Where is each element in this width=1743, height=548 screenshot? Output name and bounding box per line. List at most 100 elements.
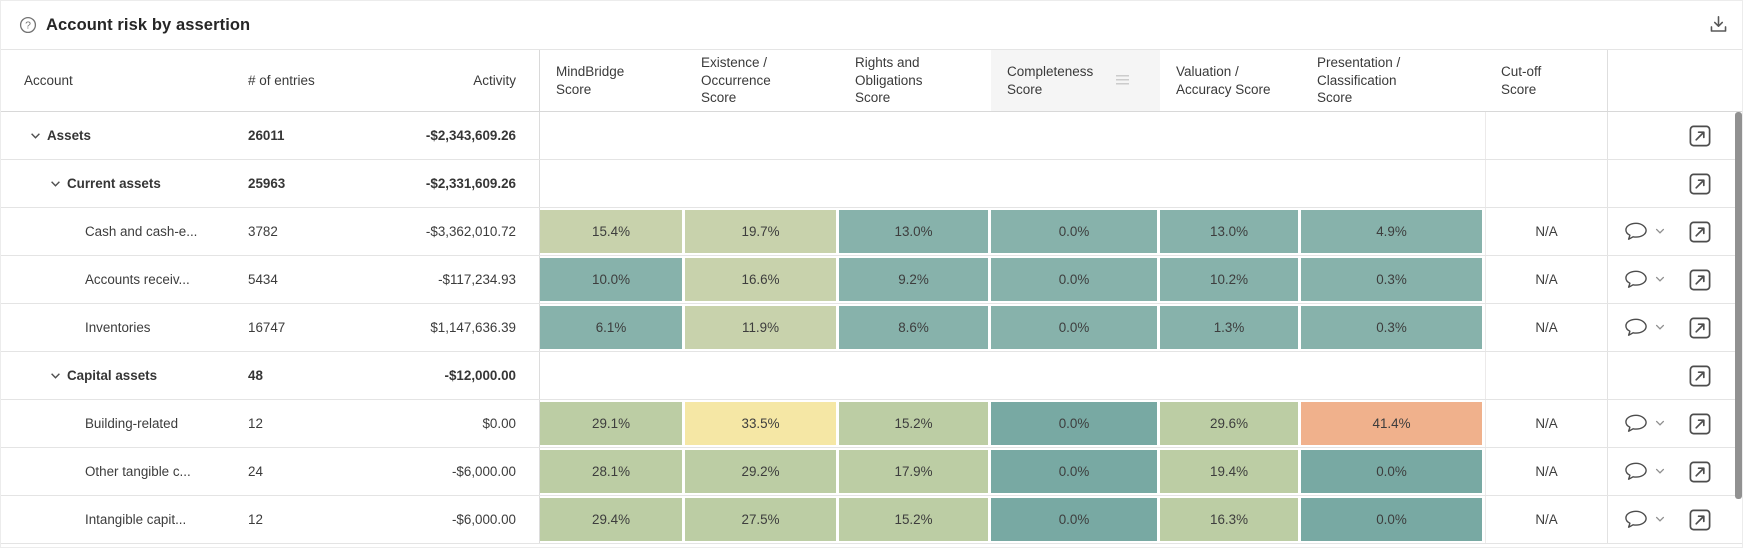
score-cell[interactable]: 15.2% (839, 498, 988, 541)
score-cell[interactable]: 28.1% (540, 450, 682, 493)
score-column-cell (1160, 352, 1301, 399)
chevron-down-icon[interactable] (50, 180, 61, 188)
open-details-button[interactable] (1689, 221, 1711, 243)
score-cell[interactable]: 29.2% (685, 450, 836, 493)
score-cell[interactable]: 15.2% (839, 402, 988, 445)
table-row: Accounts receiv... 5434 -$117,234.93 10.0% 1… (1, 256, 1742, 304)
score-column-cell (991, 352, 1160, 399)
score-cell[interactable]: 17.9% (839, 450, 988, 493)
table-row: Intangible capit... 12 -$6,000.00 29.4% 27.5… (1, 496, 1742, 544)
score-cell[interactable]: 8.6% (839, 306, 988, 349)
score-cell[interactable]: 41.4% (1301, 402, 1482, 445)
entries-value: 5434 (248, 272, 278, 287)
comment-button[interactable] (1624, 318, 1665, 337)
open-details-button[interactable] (1689, 317, 1711, 339)
score-cell[interactable]: 0.3% (1301, 306, 1482, 349)
chevron-down-icon[interactable] (30, 132, 41, 140)
score-cell[interactable]: 13.0% (1160, 210, 1298, 253)
cutoff-value: N/A (1485, 208, 1607, 255)
account-name: Assets (47, 128, 91, 143)
score-column-cell: 0.0% (991, 304, 1160, 351)
score-cell[interactable]: 16.6% (685, 258, 836, 301)
score-column-cell: 29.1% (539, 400, 685, 447)
column-header-mindbridge-score[interactable]: MindBridge Score (539, 50, 685, 111)
score-cell[interactable]: 15.4% (540, 210, 682, 253)
column-header-presentation-classification-score[interactable]: Presentation / Classification Score (1301, 50, 1485, 111)
score-cell[interactable]: 0.0% (991, 402, 1157, 445)
score-cell[interactable]: 19.7% (685, 210, 836, 253)
account-name: Accounts receiv... (85, 272, 190, 287)
row-actions (1607, 112, 1737, 159)
score-cell[interactable]: 0.0% (991, 498, 1157, 541)
score-cell[interactable]: 0.0% (991, 306, 1157, 349)
score-cell[interactable]: 29.1% (540, 402, 682, 445)
account-name: Other tangible c... (85, 464, 191, 479)
score-cell[interactable]: 0.0% (1301, 450, 1482, 493)
score-cell[interactable]: 11.9% (685, 306, 836, 349)
column-header-activity[interactable]: Activity (411, 50, 539, 111)
column-header-rights-obligations-score[interactable]: Rights and Obligations Score (839, 50, 991, 111)
entries-value: 48 (248, 368, 263, 383)
score-column-cell: 29.6% (1160, 400, 1301, 447)
score-cell[interactable]: 0.0% (991, 258, 1157, 301)
open-details-button[interactable] (1689, 461, 1711, 483)
score-cell[interactable]: 19.4% (1160, 450, 1298, 493)
open-details-button[interactable] (1689, 413, 1711, 435)
comment-button[interactable] (1624, 222, 1665, 241)
score-cell[interactable]: 33.5% (685, 402, 836, 445)
score-cell[interactable]: 0.0% (991, 210, 1157, 253)
row-actions (1607, 208, 1737, 255)
score-column-cell (539, 160, 685, 207)
open-details-button[interactable] (1689, 365, 1711, 387)
row-actions (1607, 496, 1737, 543)
account-name: Building-related (85, 416, 179, 431)
score-column-cell (685, 160, 839, 207)
open-details-button[interactable] (1689, 125, 1711, 147)
score-cell[interactable]: 1.3% (1160, 306, 1298, 349)
entries-value: 16747 (248, 320, 286, 335)
score-column-cell: 10.2% (1160, 256, 1301, 303)
score-cell[interactable]: 10.2% (1160, 258, 1298, 301)
comment-button[interactable] (1624, 270, 1665, 289)
open-details-button[interactable] (1689, 509, 1711, 531)
comment-button[interactable] (1624, 510, 1665, 529)
score-cell[interactable]: 29.6% (1160, 402, 1298, 445)
score-cell[interactable]: 9.2% (839, 258, 988, 301)
account-name: Inventories (85, 320, 151, 335)
open-details-button[interactable] (1689, 269, 1711, 291)
help-icon[interactable]: ? (19, 16, 37, 34)
score-cell[interactable]: 0.0% (1301, 498, 1482, 541)
score-cell[interactable]: 0.0% (991, 450, 1157, 493)
column-header-existence-occurrence-score[interactable]: Existence / Occurrence Score (685, 50, 839, 111)
column-header-cutoff-score[interactable]: Cut-off Score (1485, 50, 1607, 111)
row-actions (1607, 256, 1737, 303)
score-cell[interactable]: 0.3% (1301, 258, 1482, 301)
score-cell[interactable]: 13.0% (839, 210, 988, 253)
column-header-completeness-score[interactable]: Completeness Score (991, 50, 1160, 111)
score-cell[interactable]: 16.3% (1160, 498, 1298, 541)
table-row: Cash and cash-e... 3782 -$3,362,010.72 15.4… (1, 208, 1742, 256)
column-menu-icon[interactable] (1115, 72, 1130, 90)
score-cell[interactable]: 29.4% (540, 498, 682, 541)
vertical-scrollbar[interactable] (1735, 50, 1742, 544)
open-details-button[interactable] (1689, 173, 1711, 195)
chevron-down-icon[interactable] (50, 372, 61, 380)
score-cell[interactable]: 10.0% (540, 258, 682, 301)
column-header-account[interactable]: Account (1, 50, 248, 111)
score-cell[interactable]: 6.1% (540, 306, 682, 349)
score-column-cell: 19.7% (685, 208, 839, 255)
score-column-cell (839, 352, 991, 399)
download-icon[interactable] (1708, 14, 1729, 35)
comment-button[interactable] (1624, 462, 1665, 481)
cutoff-value (1485, 112, 1607, 159)
entries-value: 25963 (248, 176, 286, 191)
column-header-entries[interactable]: # of entries (248, 50, 411, 111)
score-column-cell (685, 352, 839, 399)
comment-button[interactable] (1624, 414, 1665, 433)
scrollbar-thumb[interactable] (1735, 112, 1742, 499)
column-header-valuation-accuracy-score[interactable]: Valuation / Accuracy Score (1160, 50, 1301, 111)
score-column-cell (539, 112, 685, 159)
score-cell[interactable]: 4.9% (1301, 210, 1482, 253)
score-cell[interactable]: 27.5% (685, 498, 836, 541)
